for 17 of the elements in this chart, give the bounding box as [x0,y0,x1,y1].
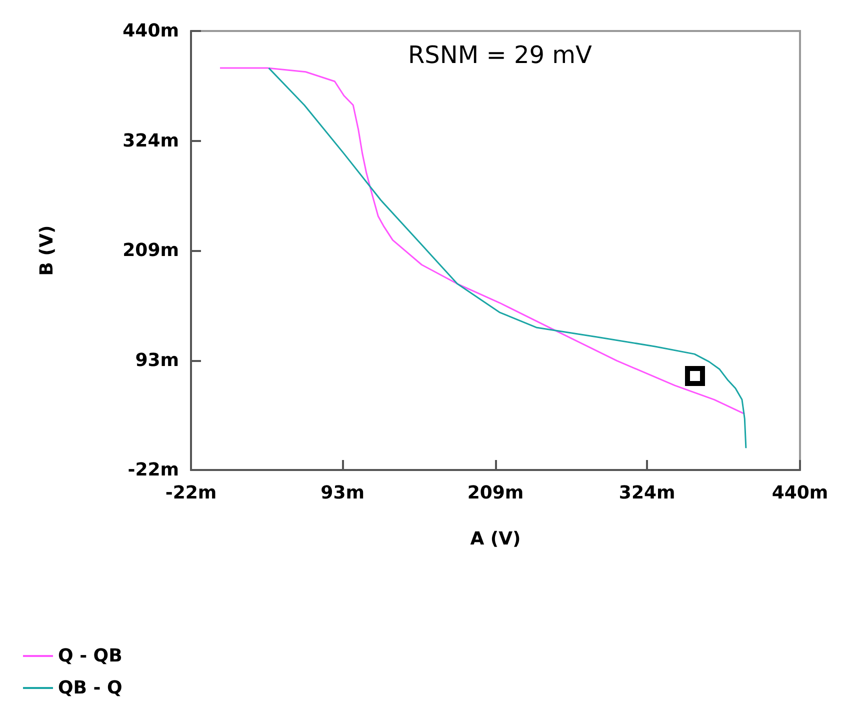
line-series [219,67,746,415]
line-series [268,67,747,449]
legend-label: QB - Q [58,678,122,698]
x-tick-label: 440m [772,482,828,504]
x-tick-label: 324m [618,482,676,504]
y-tick-label: -22m [128,460,179,480]
x-tick-label: -22m [165,482,217,504]
x-axis-title: A (V) [470,528,521,550]
y-tick-label: 324m [122,130,179,152]
annotation: RSNM = 29 mV [408,41,592,69]
y-tick-label: 209m [122,240,179,261]
x-tick-label: 209m [467,482,524,504]
legend-label: Q - QB [58,646,122,666]
x-tick-label: 93m [320,482,364,504]
y-axis-title: B (V) [36,225,58,276]
y-tick-label: 93m [135,350,179,372]
y-tick-label: 440m [122,20,179,42]
